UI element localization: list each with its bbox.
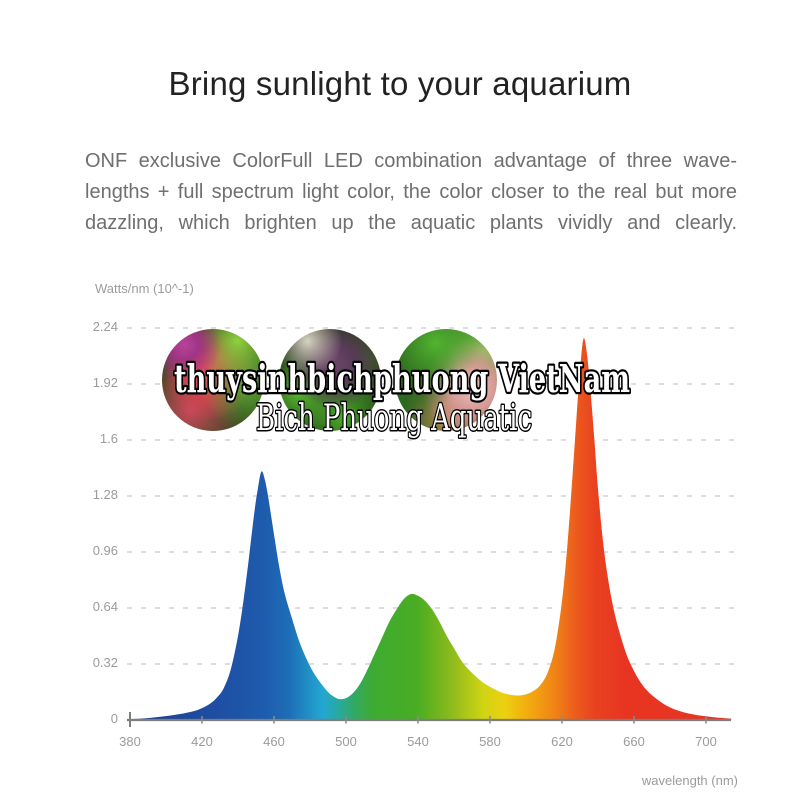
watermark-title: thuysinhbichphuong VietNam — [174, 356, 630, 401]
watermark-photo-purple-plant — [279, 329, 381, 431]
x-tick-label: 500 — [335, 734, 357, 749]
y-tick-label: 0.64 — [92, 599, 118, 614]
x-tick-label: 540 — [407, 734, 429, 749]
x-tick-label: 420 — [191, 734, 213, 749]
x-tick-label: 380 — [119, 734, 141, 749]
description-line: lengths + full spectrum light color, the… — [85, 181, 737, 203]
x-tick-label: 580 — [479, 734, 501, 749]
description-line: dazzling, which brighten up the aquatic … — [85, 212, 737, 234]
x-tick-label: 460 — [263, 734, 285, 749]
y-tick-label: 0.96 — [92, 543, 118, 558]
description-line: ONF exclusive ColorFull LED combination … — [85, 150, 737, 172]
y-tick-label: 1.6 — [99, 431, 118, 446]
description: ONF exclusive ColorFull LED combination … — [85, 146, 737, 239]
x-axis-label: wavelength (nm) — [641, 773, 738, 788]
y-tick-label: 0.32 — [92, 655, 118, 670]
y-tick-label: 1.92 — [92, 375, 118, 390]
x-tick-label: 660 — [623, 734, 645, 749]
y-axis-label: Watts/nm (10^-1) — [95, 281, 194, 296]
y-tick-label: 2.24 — [92, 319, 118, 334]
watermark-subtitle: Bich Phuong Aquatic — [256, 398, 532, 439]
x-tick-label: 620 — [551, 734, 573, 749]
y-tick-label: 1.28 — [92, 487, 118, 502]
watermark-photo-red-plants — [162, 329, 264, 431]
watermark-photo-green-plants — [395, 329, 497, 431]
spectrum-area — [130, 338, 732, 720]
page-title: Bring sunlight to your aquarium — [168, 65, 632, 102]
x-tick-label: 700 — [695, 734, 717, 749]
y-tick-label: 0 — [110, 711, 118, 726]
